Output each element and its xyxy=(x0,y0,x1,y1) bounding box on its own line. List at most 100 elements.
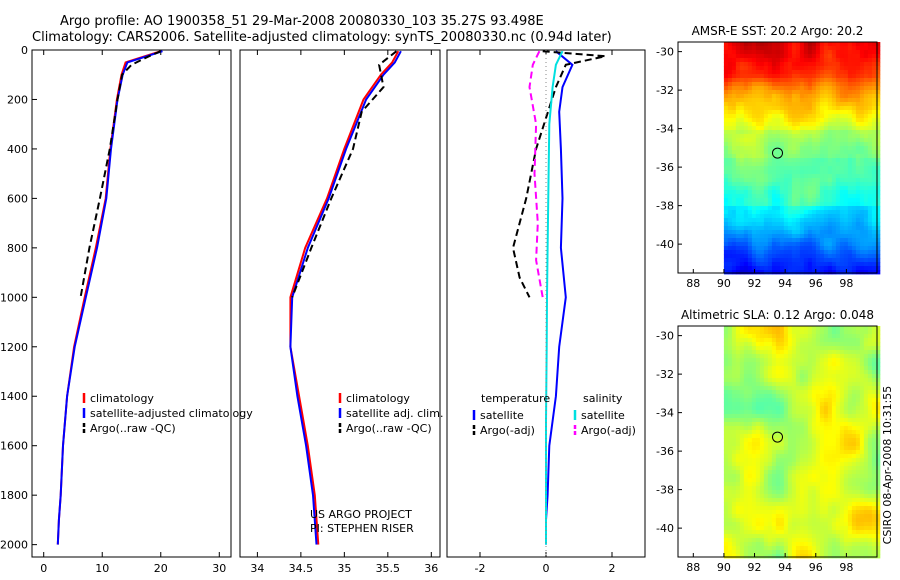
sst-cell xyxy=(787,174,793,179)
sst-cell xyxy=(795,242,801,247)
sla-cell xyxy=(767,502,773,507)
sst-cell xyxy=(795,166,801,171)
sst-cell xyxy=(735,142,741,147)
sla-cell xyxy=(799,478,805,483)
sla-cell xyxy=(751,370,757,375)
sla-cell xyxy=(819,402,825,407)
sst-cell xyxy=(867,218,873,223)
sst-cell xyxy=(739,218,745,223)
sst-cell xyxy=(771,182,777,187)
sla-cell xyxy=(723,382,729,387)
sst-cell xyxy=(771,102,777,107)
sst-cell xyxy=(867,214,873,219)
sst-cell xyxy=(799,66,805,71)
sst-cell xyxy=(823,174,829,179)
sst-cell xyxy=(783,162,789,167)
sst-cell xyxy=(723,110,729,115)
sst-cell xyxy=(771,106,777,111)
sla-cell xyxy=(843,374,849,379)
sst-cell xyxy=(767,102,773,107)
sla-cell xyxy=(847,470,853,475)
sst-cell xyxy=(855,218,861,223)
sla-cell xyxy=(867,418,873,423)
sla-cell xyxy=(855,330,861,335)
sla-cell xyxy=(787,454,793,459)
sla-cell xyxy=(847,530,853,535)
sst-cell xyxy=(755,226,761,231)
sst-cell xyxy=(791,230,797,235)
sla-cell xyxy=(851,454,857,459)
sst-cell xyxy=(855,122,861,127)
sla-cell xyxy=(747,494,753,499)
sla-cell xyxy=(791,334,797,339)
sla-cell xyxy=(787,398,793,403)
sst-cell xyxy=(739,158,745,163)
sst-cell xyxy=(819,250,825,255)
sst-cell xyxy=(831,106,837,111)
sst-cell xyxy=(867,102,873,107)
sst-cell xyxy=(811,190,817,195)
sla-xtick-label: 92 xyxy=(748,561,762,574)
sst-cell xyxy=(787,250,793,255)
sst-cell xyxy=(751,150,757,155)
sst-cell xyxy=(727,222,733,227)
sst-cell xyxy=(743,182,749,187)
sla-cell xyxy=(843,538,849,543)
sst-cell xyxy=(791,198,797,203)
sla-cell xyxy=(787,466,793,471)
sla-cell xyxy=(799,494,805,499)
sst-cell xyxy=(731,74,737,79)
sla-cell xyxy=(795,442,801,447)
sst-cell xyxy=(787,238,793,243)
sla-cell xyxy=(835,458,841,463)
sla-cell xyxy=(823,386,829,391)
sla-cell xyxy=(783,378,789,383)
sla-cell xyxy=(839,326,845,331)
sla-cell xyxy=(759,502,765,507)
sst-cell xyxy=(735,214,741,219)
sla-cell xyxy=(755,410,761,415)
sla-cell xyxy=(767,454,773,459)
sst-cell xyxy=(827,114,833,119)
sla-cell xyxy=(759,362,765,367)
sla-cell xyxy=(843,366,849,371)
sst-cell xyxy=(855,98,861,103)
sla-cell xyxy=(783,370,789,375)
sst-cell xyxy=(723,58,729,63)
sla-cell xyxy=(823,462,829,467)
sst-cell xyxy=(727,142,733,147)
sst-cell xyxy=(775,74,781,79)
sst-cell xyxy=(827,110,833,115)
sst-cell xyxy=(747,270,753,275)
sst-cell xyxy=(859,238,865,243)
sst-cell xyxy=(807,202,813,207)
sla-cell xyxy=(855,554,861,559)
sst-cell xyxy=(871,78,877,83)
sla-cell xyxy=(803,522,809,527)
sst-cell xyxy=(859,174,865,179)
sla-cell xyxy=(783,502,789,507)
sst-cell xyxy=(767,178,773,183)
sst-cell xyxy=(791,114,797,119)
sst-cell xyxy=(875,222,881,227)
sst-cell xyxy=(831,62,837,67)
sst-cell xyxy=(735,158,741,163)
sst-cell xyxy=(799,130,805,135)
sla-cell xyxy=(839,474,845,479)
sst-cell xyxy=(839,126,845,131)
sla-cell xyxy=(839,362,845,367)
sla-cell xyxy=(731,514,737,519)
sla-cell xyxy=(771,354,777,359)
sla-cell xyxy=(799,546,805,551)
sla-cell xyxy=(783,390,789,395)
sla-cell xyxy=(783,514,789,519)
sst-cell xyxy=(731,110,737,115)
sst-cell xyxy=(819,230,825,235)
sla-cell xyxy=(783,466,789,471)
sla-cell xyxy=(803,330,809,335)
sst-cell xyxy=(791,50,797,55)
sla-cell xyxy=(795,482,801,487)
sla-cell xyxy=(759,382,765,387)
sst-cell xyxy=(799,94,805,99)
sla-cell xyxy=(727,374,733,379)
